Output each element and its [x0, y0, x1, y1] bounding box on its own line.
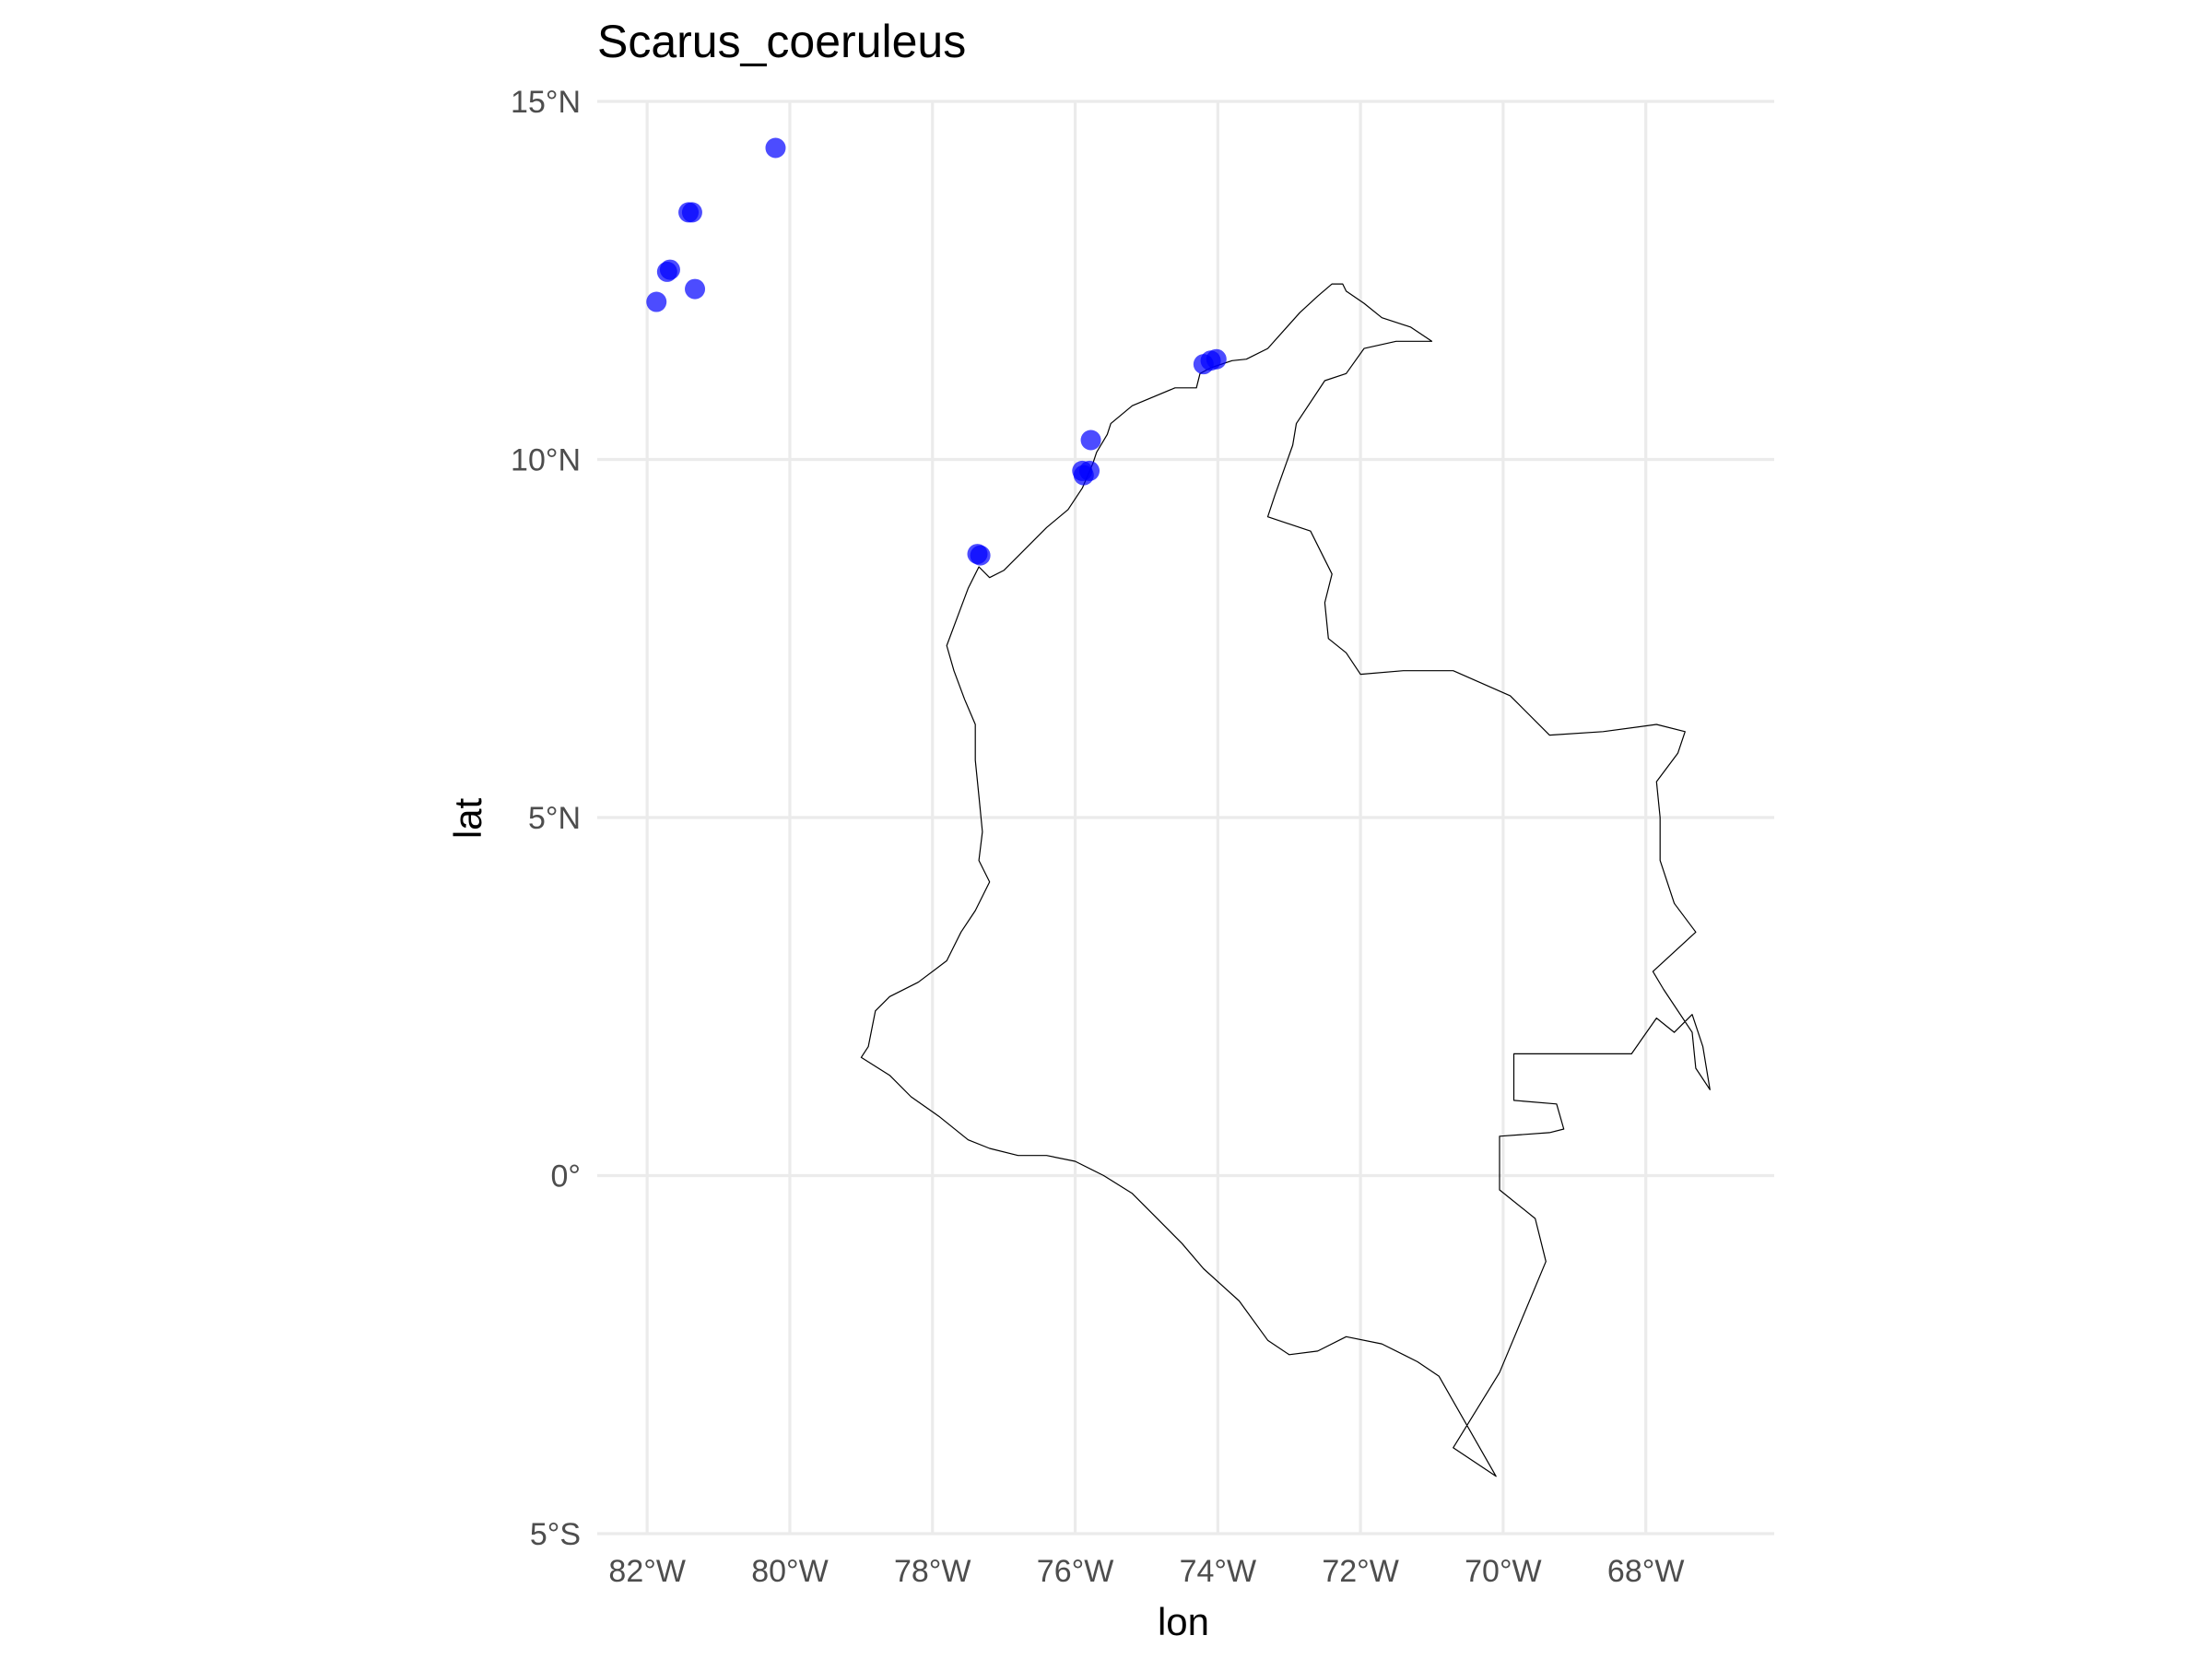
x-tick-label: 78°W: [894, 1554, 971, 1589]
grid-layer: [597, 100, 1774, 1535]
y-tick-labels: 15°N 10°N 5°N 0° 5°S: [511, 85, 581, 1552]
x-tick-label: 72°W: [1322, 1554, 1399, 1589]
occurrence-point: [1073, 465, 1094, 486]
x-tick-label: 82°W: [608, 1554, 686, 1589]
y-tick-label: 15°N: [511, 85, 581, 120]
x-tick-label: 80°W: [751, 1554, 829, 1589]
x-tick-label: 70°W: [1465, 1554, 1542, 1589]
x-tick-label: 68°W: [1607, 1554, 1685, 1589]
occurrence-point: [970, 545, 991, 566]
y-axis-title: lat: [446, 797, 489, 839]
country-outline: [860, 283, 1711, 1477]
occurrence-point: [659, 259, 680, 280]
x-tick-labels: 82°W 80°W 78°W 76°W 74°W 72°W 70°W 68°W: [608, 1554, 1684, 1589]
x-axis-title: lon: [1158, 1600, 1209, 1643]
y-tick-label: 5°S: [530, 1517, 581, 1552]
occurrence-point: [1080, 429, 1101, 451]
occurrence-point: [1206, 348, 1227, 370]
plot-title: Scarus_coeruleus: [597, 16, 966, 67]
occurrence-point: [646, 291, 667, 312]
y-tick-label: 5°N: [528, 801, 581, 836]
points-layer: [646, 137, 1227, 566]
y-tick-label: 10°N: [511, 443, 581, 478]
x-tick-label: 76°W: [1037, 1554, 1114, 1589]
occurrence-point: [685, 278, 706, 300]
y-tick-label: 0°: [550, 1159, 581, 1194]
occurrence-point: [765, 137, 786, 159]
occurrence-point: [681, 202, 702, 223]
x-tick-label: 74°W: [1180, 1554, 1257, 1589]
